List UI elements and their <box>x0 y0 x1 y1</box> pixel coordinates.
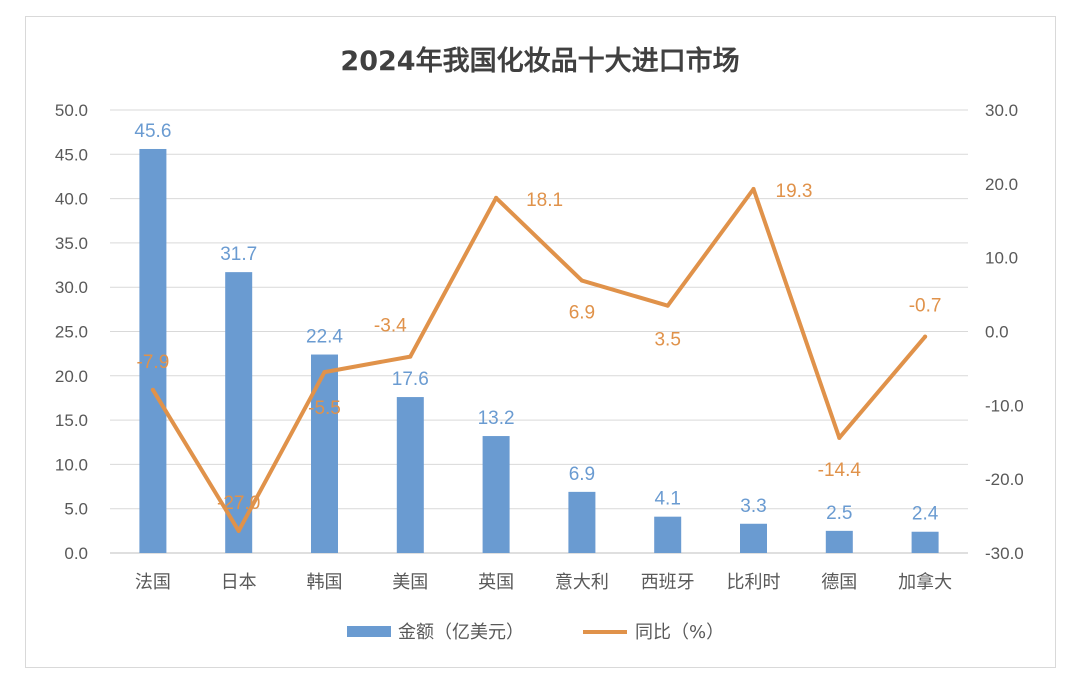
line-point <box>150 387 155 392</box>
line-data-label: 19.3 <box>776 181 813 202</box>
right-axis-tick-label: 10.0 <box>985 249 1018 268</box>
left-axis-tick-label: 10.0 <box>55 455 88 474</box>
bar <box>482 436 510 553</box>
bar-data-label: 45.6 <box>134 121 171 142</box>
line-point <box>408 354 413 359</box>
right-axis-tick-label: -20.0 <box>985 470 1024 489</box>
bar-data-label: 2.4 <box>912 504 939 525</box>
left-axis-tick-label: 15.0 <box>55 411 88 430</box>
bar-data-label: 22.4 <box>306 327 343 348</box>
category-label: 英国 <box>478 572 514 593</box>
category-label: 韩国 <box>307 572 343 593</box>
line-data-labels: -7.9 -27.0 -5.5 -3.4 18.1 6.9 3.5 19.3 -14.4 -0.7 <box>137 181 942 514</box>
line-data-label: 18.1 <box>526 190 563 211</box>
line-point <box>923 334 928 339</box>
left-axis-tick-label: 20.0 <box>55 367 88 386</box>
bar <box>740 523 767 553</box>
right-axis-tick-label: -10.0 <box>985 396 1024 415</box>
legend: 金额（亿美元） 同比（%） <box>347 622 724 643</box>
line-point <box>322 370 327 375</box>
line-point <box>665 303 670 308</box>
line-data-label: -5.5 <box>308 398 341 419</box>
line-point <box>579 278 584 283</box>
line-data-label: 3.5 <box>654 330 680 351</box>
bar <box>654 516 682 553</box>
right-axis-ticks: -30.0 -20.0 -10.0 0.0 10.0 20.0 30.0 <box>985 101 1024 563</box>
bar-data-labels: 45.6 31.7 22.4 17.6 13.2 6.9 4.1 3.3 2.5 2.4 <box>134 121 938 525</box>
left-axis-tick-label: 5.0 <box>64 500 88 519</box>
line-data-label: -27.0 <box>217 493 260 514</box>
category-label: 意大利 <box>555 572 609 593</box>
line-point <box>236 528 241 533</box>
line-series <box>150 187 928 533</box>
bar-data-label: 6.9 <box>569 464 595 485</box>
line-point <box>494 195 499 200</box>
bar-series <box>139 148 939 553</box>
bar <box>396 397 424 553</box>
right-axis-tick-label: -30.0 <box>985 544 1024 563</box>
bar-data-label: 2.5 <box>826 503 852 524</box>
legend-label-amount: 金额（亿美元） <box>398 622 524 643</box>
chart-title: 2024年我国化妆品十大进口市场 <box>340 45 739 77</box>
line-point <box>837 435 842 440</box>
right-axis-tick-label: 30.0 <box>985 101 1018 120</box>
category-label: 法国 <box>135 572 171 593</box>
bar-data-label: 31.7 <box>220 244 257 265</box>
left-axis-tick-label: 45.0 <box>55 145 88 164</box>
bar <box>139 148 167 553</box>
bar <box>568 491 596 553</box>
category-labels: 法国 日本 韩国 美国 英国 意大利 西班牙 比利时 德国 加拿大 <box>135 571 952 593</box>
bar <box>911 531 939 553</box>
line-data-label: -0.7 <box>909 296 942 317</box>
line-data-label: 6.9 <box>569 303 595 324</box>
bar <box>311 354 338 553</box>
legend-label-yoy: 同比（%） <box>635 622 724 643</box>
right-axis-tick-label: 20.0 <box>985 175 1018 194</box>
gridlines <box>110 109 968 554</box>
category-label: 西班牙 <box>641 572 695 593</box>
left-axis-tick-label: 50.0 <box>55 101 88 120</box>
legend-swatch-bar <box>347 626 391 637</box>
line-data-label: -7.9 <box>137 352 170 373</box>
chart-frame <box>25 16 1056 668</box>
bar-data-label: 17.6 <box>392 369 429 390</box>
bar <box>825 530 853 553</box>
left-axis-tick-label: 30.0 <box>55 278 88 297</box>
yoy-line <box>150 187 928 533</box>
left-axis-ticks: 0.0 5.0 10.0 15.0 20.0 25.0 30.0 35.0 40.0 45.0 50… <box>55 101 88 563</box>
bar-data-label: 4.1 <box>654 489 680 510</box>
left-axis-tick-label: 40.0 <box>55 190 88 209</box>
left-axis-tick-label: 25.0 <box>55 323 88 342</box>
category-label: 比利时 <box>727 572 781 593</box>
category-label: 德国 <box>821 572 857 593</box>
line-data-label: -3.4 <box>374 316 407 337</box>
category-label: 日本 <box>221 572 257 593</box>
bar-data-label: 3.3 <box>740 496 766 517</box>
right-axis-tick-label: 0.0 <box>985 323 1009 342</box>
left-axis-tick-label: 35.0 <box>55 234 88 253</box>
bar <box>225 272 253 553</box>
line-point <box>751 187 756 192</box>
left-axis-tick-label: 0.0 <box>64 544 88 563</box>
bar-data-label: 13.2 <box>478 408 515 429</box>
category-label: 美国 <box>392 572 428 593</box>
category-label: 加拿大 <box>898 571 952 593</box>
line-data-label: -14.4 <box>818 460 862 481</box>
